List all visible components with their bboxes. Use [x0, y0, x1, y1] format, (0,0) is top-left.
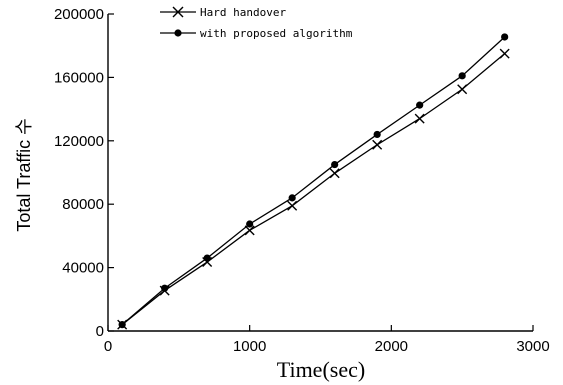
data-point-dot-marker	[458, 72, 466, 80]
data-point-x-marker	[457, 84, 468, 95]
legend-x-marker-icon	[172, 6, 184, 18]
y-tick-label: 0	[96, 323, 104, 340]
series-line	[121, 36, 506, 326]
series-line	[121, 53, 506, 326]
data-point-dot-marker	[416, 101, 424, 109]
legend: Hard handover with proposed algorithm	[160, 6, 353, 40]
data-point-x-marker	[329, 168, 340, 179]
x-tick-label: 1000	[233, 338, 266, 355]
y-axis-ticks: 0 40000 80000 120000 160000 200000	[54, 6, 114, 340]
data-point-dot-marker	[246, 220, 254, 228]
data-point-x-marker	[499, 48, 510, 59]
y-tick-label: 120000	[54, 133, 104, 150]
legend-dot-marker-icon	[174, 29, 182, 37]
y-tick-label: 40000	[62, 260, 104, 277]
data-point-dot-marker	[331, 160, 339, 169]
data-point-dot-marker	[203, 254, 211, 262]
data-point-x-marker	[287, 200, 298, 211]
data-point-dot-marker	[288, 194, 296, 202]
series-layer	[117, 33, 510, 330]
legend-entry-hard-handover: Hard handover	[160, 6, 286, 19]
y-tick-label: 200000	[54, 6, 104, 23]
legend-label-hard-handover: Hard handover	[200, 6, 286, 19]
data-point-x-marker	[414, 113, 425, 124]
series-hard-handover	[117, 48, 510, 330]
data-point-dot-marker	[118, 321, 126, 329]
x-tick-label: 0	[104, 338, 112, 355]
y-axis-label: Total Traffic 수	[14, 118, 34, 231]
data-point-dot-marker	[161, 284, 169, 292]
data-point-dot-marker	[373, 130, 381, 139]
x-tick-label: 3000	[516, 338, 549, 355]
legend-entry-proposed: with proposed algorithm	[160, 27, 353, 40]
y-tick-label: 160000	[54, 69, 104, 86]
y-tick-label: 80000	[62, 196, 104, 213]
x-axis-label: Time(sec)	[277, 357, 365, 382]
x-axis-ticks: 0 1000 2000 3000	[104, 325, 550, 355]
x-tick-label: 2000	[375, 338, 408, 355]
data-point-x-marker	[372, 139, 383, 150]
data-point-dot-marker	[501, 33, 509, 41]
series-proposed-algorithm	[118, 33, 509, 329]
legend-label-proposed: with proposed algorithm	[200, 27, 353, 40]
data-point-x-marker	[244, 225, 255, 236]
